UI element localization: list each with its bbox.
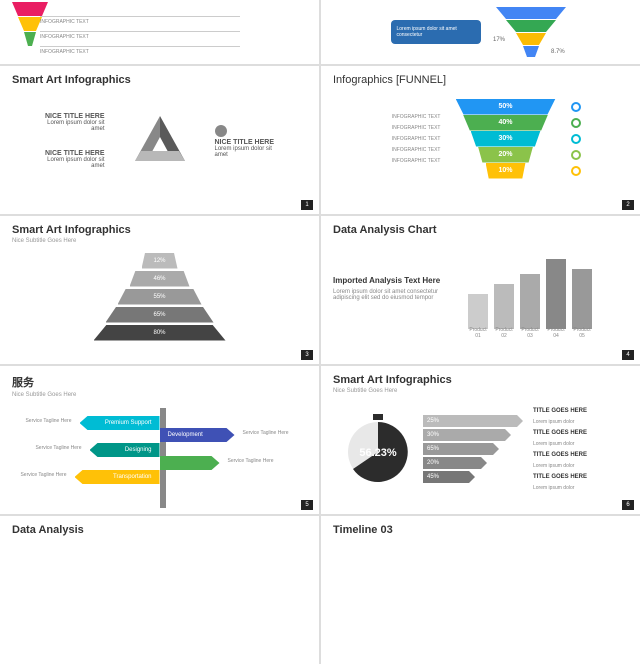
slide-pyramid: Smart Art Infographics Nice Subtitle Goe… — [0, 216, 319, 364]
slide-funnel-partial: INFOGRAPHIC TEXT INFOGRAPHIC TEXT INFOGR… — [0, 0, 319, 64]
legend-dot — [571, 102, 581, 112]
pyramid-row: 65% — [106, 307, 214, 323]
chart-text: Imported Analysis Text Here Lorem ipsum … — [333, 276, 453, 301]
funnel-chart: 50%40%30%20%10% — [456, 99, 556, 179]
funnel-segment: 30% — [471, 131, 541, 147]
funnel-segment: 20% — [478, 147, 533, 163]
bar: Product 01 — [468, 294, 488, 329]
pct-label: 17% — [493, 37, 506, 43]
bar-label: Product 05 — [572, 327, 592, 339]
signpost-arrow: Premium Support — [80, 416, 160, 430]
left-labels: INFOGRAPHIC TEXT INFOGRAPHIC TEXT INFOGR… — [381, 109, 441, 169]
signpost-arrow: Development — [160, 428, 235, 442]
signpost-arrow — [160, 456, 220, 470]
funnel-icon: 17% 8.7% — [491, 5, 571, 60]
service-tag: Service Tagline Here — [20, 472, 66, 478]
pyramid-row: 80% — [94, 325, 226, 341]
page-number: 3 — [301, 350, 313, 360]
slide-title: Smart Art Infographics — [12, 74, 307, 86]
bar: Product 02 — [494, 284, 514, 329]
penrose-triangle-icon — [125, 111, 195, 171]
pct-label: 8.7% — [551, 49, 565, 55]
slide-services-signpost: 服务 Nice Subtitle Goes Here Premium Suppo… — [0, 366, 319, 514]
signpost-arrow: Designing — [90, 443, 160, 457]
legend-dot — [571, 118, 581, 128]
bar: Product 04 — [546, 259, 566, 329]
funnel-lines: INFOGRAPHIC TEXT INFOGRAPHIC TEXT INFOGR… — [40, 10, 240, 61]
pyramid-row: 55% — [118, 289, 202, 305]
slide-title: Data Analysis Chart — [333, 224, 628, 236]
signpost-chart: Premium Support Service Tagline Here Devel… — [12, 398, 307, 508]
slide-title: 服务 — [12, 374, 307, 390]
page-number: 2 — [622, 200, 634, 210]
h-bar: 45% — [423, 471, 475, 483]
slide-timeline-partial: Timeline 03 — [321, 516, 640, 664]
bar: Product 05 — [572, 269, 592, 329]
slide-smartart-triangle: Smart Art Infographics NICE TITLE HERE L… — [0, 66, 319, 214]
slide-funnel-infographic: Infographics [FUNNEL] INFOGRAPHIC TEXT I… — [321, 66, 640, 214]
slide-grid: INFOGRAPHIC TEXT INFOGRAPHIC TEXT INFOGR… — [0, 0, 640, 664]
legend-dot — [571, 166, 581, 176]
slide-title: Smart Art Infographics — [333, 374, 628, 386]
bar-label: Product 02 — [494, 327, 514, 339]
pyramid-row: 46% — [130, 271, 190, 287]
pyramid-chart: 12% 46% 55% 65% 80% — [12, 244, 307, 349]
h-bar: 25% — [423, 415, 523, 427]
stopwatch-icon: 56.23% — [343, 414, 413, 484]
label-right: NICE TITLE HERE Lorem ipsum dolor sit am… — [215, 125, 285, 158]
slide-title: Data Analysis — [12, 524, 307, 536]
horizontal-bars: 25% 30% 65% 20% 45% — [423, 415, 523, 483]
service-tag: Service Tagline Here — [243, 430, 289, 436]
slide-title: Timeline 03 — [333, 524, 628, 536]
page-number: 1 — [301, 200, 313, 210]
line-text: INFOGRAPHIC TEXT — [40, 46, 240, 55]
service-tag: Service Tagline Here — [25, 418, 71, 424]
bar-label: Product 03 — [520, 327, 540, 339]
bar-chart: Product 01 Product 02 Product 03 Product 04… — [468, 249, 592, 329]
h-bar: 20% — [423, 457, 487, 469]
funnel-segment: 40% — [463, 115, 548, 131]
slide-funnel-blue-partial: Lorem ipsum dolor sit amet consectetur 1… — [321, 0, 640, 64]
slide-title: Infographics [FUNNEL] — [333, 74, 628, 86]
service-tag: Service Tagline Here — [228, 458, 274, 464]
line-text: INFOGRAPHIC TEXT — [40, 16, 240, 25]
funnel-segment: 10% — [486, 163, 526, 179]
dot-icon — [215, 125, 227, 137]
slide-stopwatch: Smart Art Infographics Nice Subtitle Goe… — [321, 366, 640, 514]
service-tag: Service Tagline Here — [35, 445, 81, 451]
page-number: 6 — [622, 500, 634, 510]
pyramid-row: 12% — [142, 253, 178, 269]
slide-bar-chart: Data Analysis Chart Imported Analysis Te… — [321, 216, 640, 364]
slide-title: Smart Art Infographics — [12, 224, 307, 236]
h-bar: 30% — [423, 429, 511, 441]
page-number: 5 — [301, 500, 313, 510]
label-left: NICE TITLE HERE Lorem ipsum dolor sit am… — [35, 113, 105, 169]
info-box: Lorem ipsum dolor sit amet consectetur — [391, 20, 481, 44]
bar: Product 03 — [520, 274, 540, 329]
legend-dot — [571, 134, 581, 144]
page-number: 4 — [622, 350, 634, 360]
funnel-segment: 50% — [456, 99, 556, 115]
slide-data-analysis-partial: Data Analysis — [0, 516, 319, 664]
right-titles: TITLE GOES HERELorem ipsum dolor TITLE G… — [533, 403, 598, 496]
legend-dot — [571, 150, 581, 160]
center-pct: 56.23% — [359, 447, 397, 459]
line-text: INFOGRAPHIC TEXT — [40, 31, 240, 40]
signpost-arrow: Transportation — [75, 470, 160, 484]
bar-label: Product 04 — [546, 327, 566, 339]
h-bar: 65% — [423, 443, 499, 455]
bar-label: Product 01 — [468, 327, 488, 339]
dot-column — [571, 102, 581, 176]
